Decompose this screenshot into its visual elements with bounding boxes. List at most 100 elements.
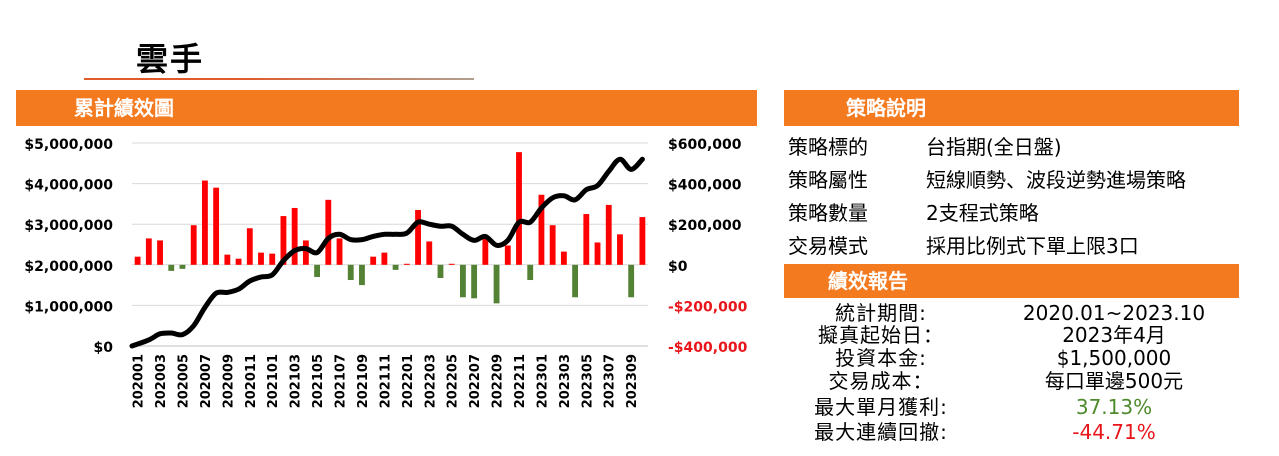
monthly-pnl-bar [370,256,377,265]
chart-section-header: 累計績效圖 [16,90,757,126]
strategy-section-header: 策略說明 [784,90,1239,126]
max-monthly-profit-value: 37.13% [1075,395,1153,419]
x-axis-tick-label: 202007 [199,354,214,408]
monthly-pnl-bar [482,238,489,265]
performance-value: 每口單邊500元 [1044,369,1184,393]
right-axis-tick-label: -$400,000 [668,340,748,356]
x-axis-tick-label: 202211 [513,354,528,408]
left-axis-tick-label: $5,000,000 [24,137,113,153]
monthly-pnl-bar [415,209,421,265]
monthly-pnl-bar [347,264,354,281]
x-axis-tick-label: 202001 [132,354,147,408]
x-axis-tick-label: 202309 [625,354,640,408]
x-axis-tick-label: 202301 [535,354,550,408]
strategy-value: 短線順勢、波段逆勢進場策略 [926,168,1186,192]
monthly-pnl-bar [235,258,242,265]
monthly-pnl-bar [157,240,163,265]
monthly-pnl-bar [493,264,500,304]
monthly-pnl-bar [359,264,365,286]
monthly-pnl-bar [594,242,601,265]
title-underline [84,78,474,80]
x-axis-tick-label: 202205 [446,354,461,408]
monthly-pnl-bar [246,228,253,265]
performance-row: 擬真起始日： 2023年4月 [786,324,1236,346]
left-axis-tick-label: $2,000,000 [24,259,113,275]
monthly-pnl-bar [617,234,623,265]
monthly-pnl-bar [527,264,534,281]
left-axis-tick-label: $3,000,000 [24,218,113,234]
strategy-key: 策略屬性 [788,168,868,192]
monthly-pnl-bar [628,264,635,298]
x-axis-tick-label: 202011 [244,354,259,408]
strategy-key: 策略標的 [788,135,868,159]
monthly-pnl-bar [392,264,399,270]
performance-key: 最大單月獲利: [814,395,948,419]
right-axis-tick-label: $200,000 [668,218,742,234]
monthly-pnl-bar [224,254,231,265]
monthly-pnl-bar [258,252,264,265]
strategy-key: 交易模式 [788,234,868,258]
monthly-pnl-bar [381,252,388,265]
strategy-row: 策略標的 台指期(全日盤) [788,133,1062,161]
monthly-pnl-bar [325,199,332,265]
performance-key: 統計期間: [835,301,927,325]
monthly-pnl-bar [336,238,343,265]
performance-value: $1,500,000 [1056,346,1172,370]
x-axis-tick-label: 202307 [603,354,618,408]
left-axis-tick-label: $4,000,000 [24,178,113,194]
x-axis-tick-label: 202203 [423,354,438,408]
x-axis-tick-label: 202003 [154,354,169,408]
left-axis-tick-label: $1,000,000 [24,299,113,315]
performance-section-header: 績效報告 [784,264,1239,298]
monthly-pnl-bar [583,214,590,265]
x-axis-tick-label: 202103 [289,354,304,408]
monthly-pnl-bar [448,263,455,265]
monthly-pnl-bar [403,263,410,265]
monthly-pnl-bar [213,187,220,265]
strategy-row: 策略數量 2支程式策略 [788,199,1039,227]
monthly-pnl-bar [190,225,197,265]
strategy-row: 策略屬性 短線順勢、波段逆勢進場策略 [788,166,1186,194]
monthly-pnl-bar [560,251,567,265]
monthly-pnl-bar [549,225,556,265]
x-axis-tick-label: 202005 [177,354,192,408]
x-axis-tick-label: 202009 [221,354,236,408]
monthly-pnl-bar [459,264,466,298]
strategy-value: 台指期(全日盤) [926,135,1062,159]
left-axis-tick-label: $0 [94,340,114,356]
monthly-pnl-bar [538,194,545,265]
cumulative-performance-chart: $0 $1,000,000 $2,000,000 $3,000,000 $4,000,0… [24,137,748,408]
x-axis-tick-label: 202305 [580,354,595,408]
performance-key: 最大連續回撤: [814,420,948,444]
monthly-pnl-bar [302,240,309,265]
strategy-value: 採用比例式下單上限3口 [926,234,1139,258]
monthly-pnl-bar [437,264,444,278]
monthly-pnl-bar [201,180,208,265]
monthly-pnl-bar [572,264,579,298]
performance-key: 投資本金: [835,346,927,370]
right-axis-tick-label: $0 [668,259,688,275]
x-axis-tick-label: 202207 [468,354,483,408]
monthly-pnl-bar [426,241,433,265]
x-axis-tick-label: 202209 [491,354,506,408]
monthly-pnl-bar [269,253,276,265]
performance-row: 最大單月獲利: 37.13% [786,396,1236,418]
monthly-pnl-bar [471,264,478,299]
monthly-pnl-bar [516,152,522,265]
monthly-pnl-bar [314,264,321,277]
max-drawdown-value: -44.71% [1072,420,1156,444]
strategy-key: 策略數量 [788,201,868,225]
strategy-value: 2支程式策略 [926,201,1039,225]
performance-row: 交易成本： 每口單邊500元 [786,370,1236,392]
right-axis-tick-label: $400,000 [668,178,742,194]
strategy-row: 交易模式 採用比例式下單上限3口 [788,232,1139,260]
x-axis-tick-label: 202109 [356,354,371,408]
performance-value: 2023年4月 [1062,323,1166,347]
performance-row: 最大連續回撤: -44.71% [786,421,1236,443]
x-axis-tick-label: 202303 [558,354,573,408]
x-axis-tick-label: 202201 [401,354,416,408]
cumulative-equity-line [129,156,645,349]
monthly-pnl-bar [179,264,186,269]
monthly-pnl-bar [168,264,175,271]
monthly-pnl-bar [280,216,287,265]
